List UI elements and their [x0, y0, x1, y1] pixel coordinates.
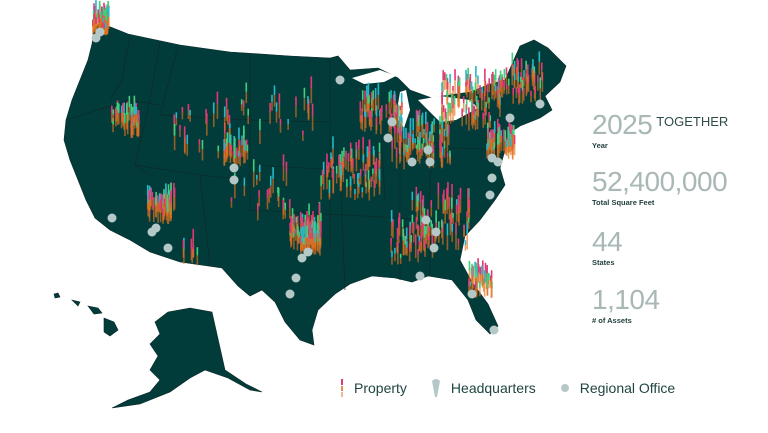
- legend-property-label: Property: [354, 380, 407, 396]
- stat-square-feet-label: Total Square Feet: [592, 198, 655, 207]
- hawaii-maui: [87, 305, 103, 315]
- hawaii-kauai: [53, 292, 61, 299]
- stat-square-feet-value: 52,400,000: [592, 166, 728, 197]
- lake-superior: [352, 70, 396, 84]
- hawaii-oahu: [71, 299, 81, 307]
- alaska-shape: [111, 307, 263, 409]
- legend-property: Property: [340, 379, 407, 397]
- legend-regional-office: Regional Office: [560, 380, 675, 396]
- map-legend: Property Headquarters Regional Office: [340, 378, 699, 398]
- stat-assets: 1,104 # of Assets: [592, 284, 660, 326]
- stat-states: 44 States: [592, 226, 623, 268]
- stat-year-value: 2025 TOGETHER: [592, 109, 729, 140]
- stat-year-label: Year: [592, 141, 608, 150]
- legend-regional-office-label: Regional Office: [579, 380, 676, 396]
- state-borders: [65, 35, 506, 291]
- stat-year: 2025 TOGETHER Year: [592, 108, 729, 151]
- stat-states-value: 44: [592, 226, 623, 257]
- headquarters-pin-icon: [431, 379, 440, 397]
- regional-office-dot-icon: [560, 384, 569, 392]
- office-markers: [91, 27, 545, 335]
- legend-headquarters: Headquarters: [431, 378, 536, 398]
- stat-assets-value: 1,104: [592, 284, 660, 315]
- stat-square-feet: 52,400,000 Total Square Feet: [592, 166, 728, 208]
- property-marker-icon: [341, 379, 343, 397]
- legend-headquarters-label: Headquarters: [450, 380, 536, 396]
- stat-states-label: States: [592, 258, 615, 267]
- hawaii-big-island: [103, 317, 119, 337]
- stat-year-suffix: TOGETHER: [656, 114, 729, 129]
- stat-assets-label: # of Assets: [592, 316, 632, 325]
